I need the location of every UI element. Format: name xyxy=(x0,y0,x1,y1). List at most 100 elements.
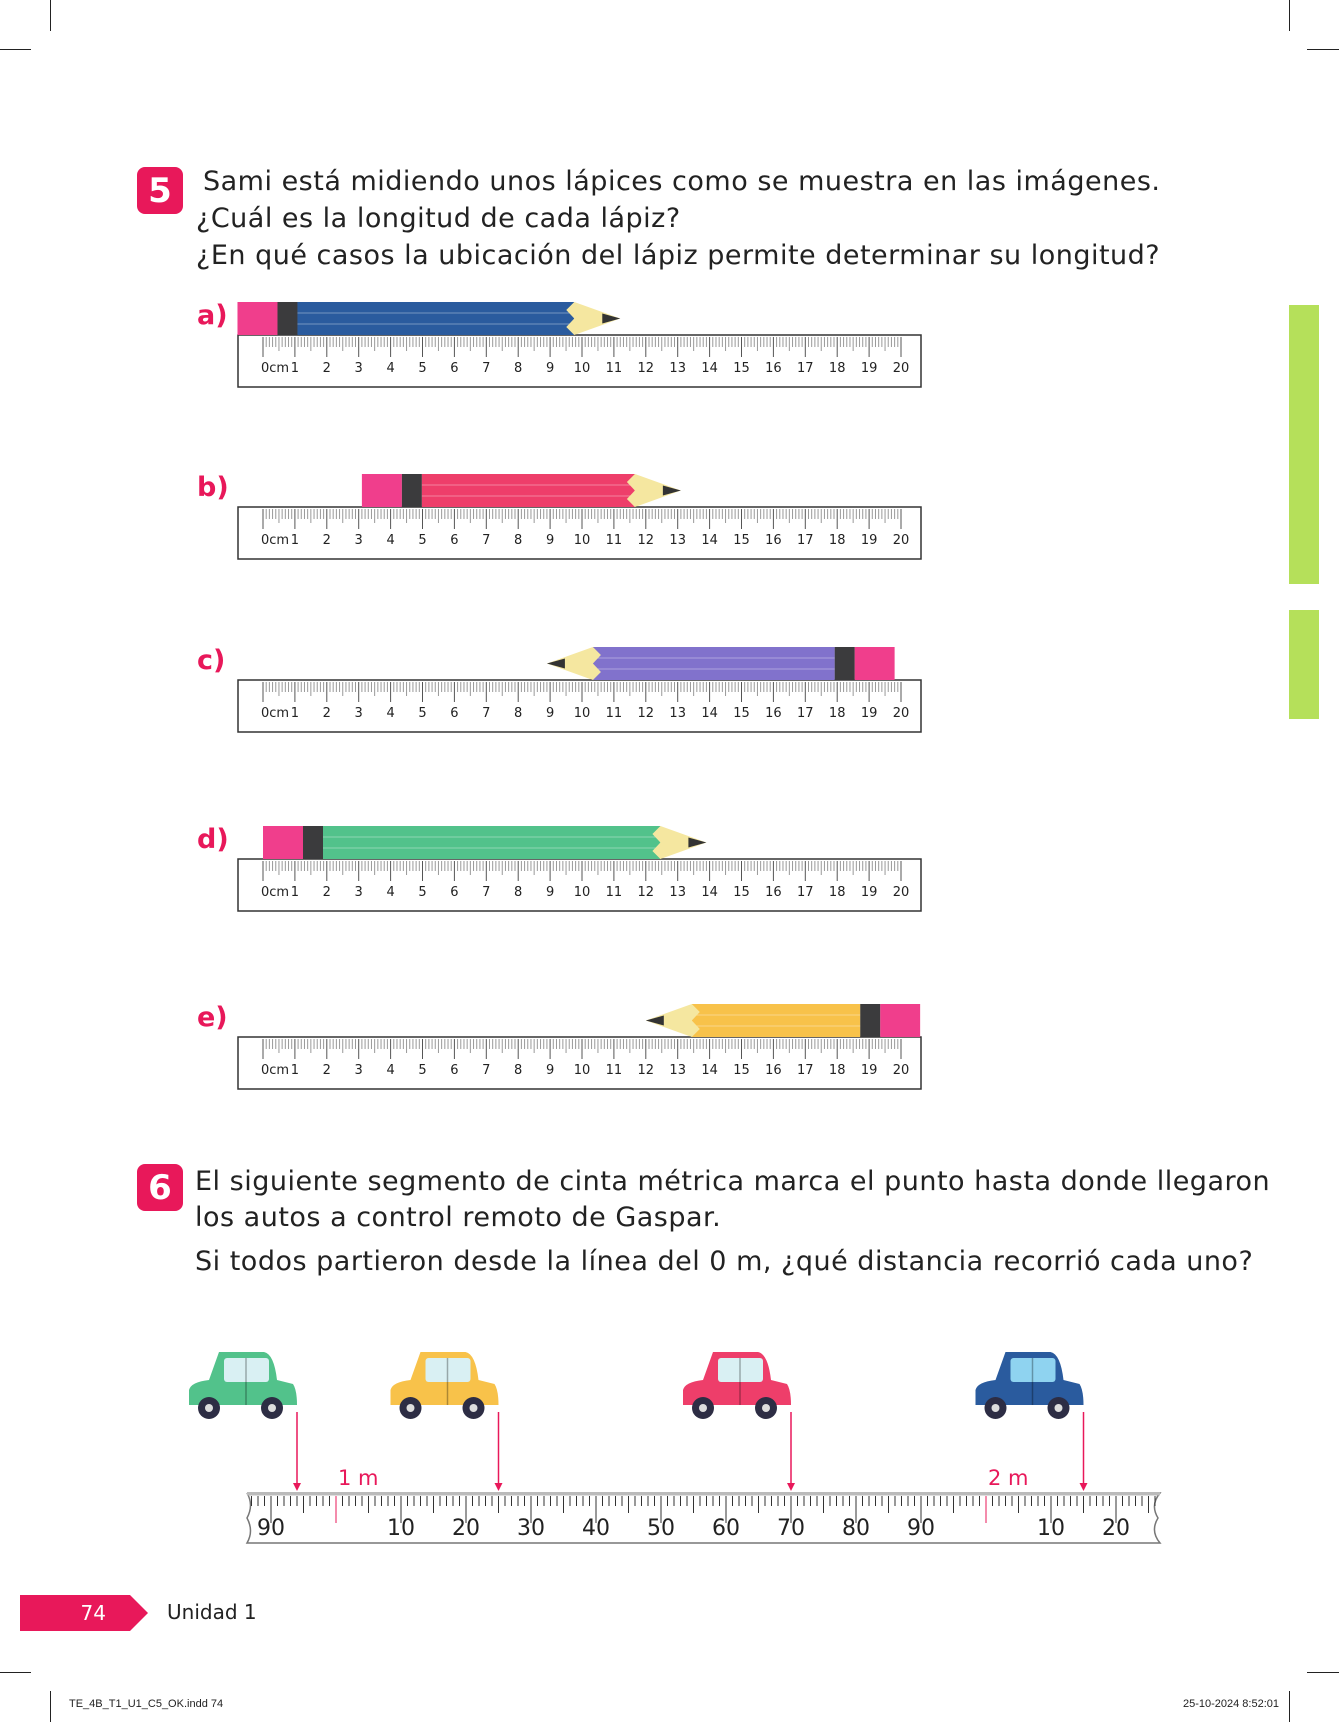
tape-label: 70 xyxy=(777,1516,805,1541)
car-window xyxy=(425,1358,471,1382)
pencil-band xyxy=(401,474,422,507)
item-label: b) xyxy=(197,472,229,503)
unit-label: Unidad 1 xyxy=(167,1600,257,1624)
ruler-label: 15 xyxy=(733,706,750,721)
ruler-label: 18 xyxy=(829,706,846,721)
ruler-label: 9 xyxy=(546,885,554,900)
ruler-label: 8 xyxy=(514,361,522,376)
ruler-label: 3 xyxy=(355,885,363,900)
item-label: a) xyxy=(197,300,228,331)
arrow-down-icon xyxy=(494,1483,503,1491)
ruler-label: 0cm xyxy=(261,361,289,376)
pencil-wood xyxy=(626,474,681,507)
pencil-wood xyxy=(645,1004,700,1037)
ruler-label: 5 xyxy=(418,533,426,548)
pencil-wood xyxy=(546,647,601,680)
tape-label: 20 xyxy=(1102,1516,1130,1541)
ruler-label: 19 xyxy=(861,885,878,900)
ruler-label: 19 xyxy=(861,706,878,721)
ruler-label: 12 xyxy=(638,533,655,548)
pencil xyxy=(263,826,707,859)
pencil-lead xyxy=(602,313,621,324)
ruler-label: 2 xyxy=(323,533,331,548)
ruler-label: 1 xyxy=(291,885,299,900)
tape-label: 80 xyxy=(842,1516,870,1541)
ruler-label: 8 xyxy=(514,533,522,548)
tape-label: 90 xyxy=(257,1516,285,1541)
crop-mark xyxy=(1289,1691,1290,1722)
ruler-label: 10 xyxy=(574,533,591,548)
ruler-label: 20 xyxy=(893,885,910,900)
ruler-label: 11 xyxy=(606,706,623,721)
ruler-label: 2 xyxy=(323,885,331,900)
side-tab xyxy=(1289,610,1319,719)
ruler-label: 16 xyxy=(765,361,782,376)
ruler-label: 4 xyxy=(386,533,394,548)
pencil-lead xyxy=(688,837,707,848)
ruler-label: 6 xyxy=(450,533,458,548)
question-text: Sami está midiendo unos lápices como se … xyxy=(203,166,1161,197)
pencil-body xyxy=(297,302,575,335)
page-number-tab: 74 xyxy=(20,1595,148,1631)
ruler-label: 3 xyxy=(355,706,363,721)
item-label: d) xyxy=(197,824,229,855)
ruler-label: 18 xyxy=(829,885,846,900)
ruler-label: 11 xyxy=(606,1063,623,1078)
ruler-label: 14 xyxy=(701,361,718,376)
tape-label: 20 xyxy=(452,1516,480,1541)
ruler-label: 1 xyxy=(291,706,299,721)
ruler-label: 12 xyxy=(638,885,655,900)
ruler-label: 14 xyxy=(701,706,718,721)
crop-mark xyxy=(1307,49,1339,50)
ruler-label: 11 xyxy=(606,533,623,548)
ruler-label: 7 xyxy=(482,885,490,900)
tape-label: 30 xyxy=(517,1516,545,1541)
ruler-label: 1 xyxy=(291,533,299,548)
tape-measure xyxy=(245,1492,1162,1544)
pencil-body xyxy=(323,826,661,859)
ruler-label: 11 xyxy=(606,885,623,900)
ruler-label: 5 xyxy=(418,885,426,900)
ruler-label: 6 xyxy=(450,885,458,900)
remote-control-car xyxy=(683,1352,795,1491)
ruler-label: 16 xyxy=(765,1063,782,1078)
ruler-label: 9 xyxy=(546,1063,554,1078)
ruler-label: 9 xyxy=(546,361,554,376)
ruler-label: 20 xyxy=(893,1063,910,1078)
ruler-label: 12 xyxy=(638,361,655,376)
file-slug: TE_4B_T1_U1_C5_OK.indd 74 xyxy=(69,1698,224,1710)
crop-mark xyxy=(1289,0,1290,31)
ruler-label: 16 xyxy=(765,885,782,900)
ruler-label: 1 xyxy=(291,361,299,376)
ruler-label: 19 xyxy=(861,1063,878,1078)
ruler-label: 19 xyxy=(861,533,878,548)
ruler-label: 2 xyxy=(323,706,331,721)
question-text: los autos a control remoto de Gaspar. xyxy=(195,1202,722,1233)
ruler-label: 7 xyxy=(482,533,490,548)
car-window xyxy=(1010,1358,1056,1382)
pencil-ruler-figure: 0cm 1 2 3 4 5 6 7 8 9 10 11 12 13 14 15 16 17 18 19 20 xyxy=(237,1004,922,1090)
ruler-label: 3 xyxy=(355,533,363,548)
pencil-wood xyxy=(566,302,621,335)
ruler-label: 13 xyxy=(669,1063,686,1078)
ruler-label: 11 xyxy=(606,361,623,376)
ruler-label: 0cm xyxy=(261,706,289,721)
ruler-label: 6 xyxy=(450,1063,458,1078)
ruler-label: 12 xyxy=(638,706,655,721)
pencil-eraser xyxy=(361,474,402,507)
ruler-label: 13 xyxy=(669,706,686,721)
ruler-label: 14 xyxy=(701,533,718,548)
remote-control-car xyxy=(390,1352,503,1491)
ruler-label: 13 xyxy=(669,361,686,376)
ruler-label: 20 xyxy=(893,706,910,721)
remote-control-car xyxy=(975,1352,1088,1491)
tape-label: 60 xyxy=(712,1516,740,1541)
ruler-label: 10 xyxy=(574,1063,591,1078)
pencil-band xyxy=(303,826,323,859)
tape-measure-figure: 90 10 20 30 40 50 60 70 80 90 10 20 1 m 2 m xyxy=(189,1352,1162,1544)
ruler-label: 1 xyxy=(291,1063,299,1078)
pencil-eraser xyxy=(263,826,303,859)
remote-control-car xyxy=(189,1352,301,1491)
ruler-label: 0cm xyxy=(261,1063,289,1078)
meter-label: 2 m xyxy=(988,1466,1029,1490)
